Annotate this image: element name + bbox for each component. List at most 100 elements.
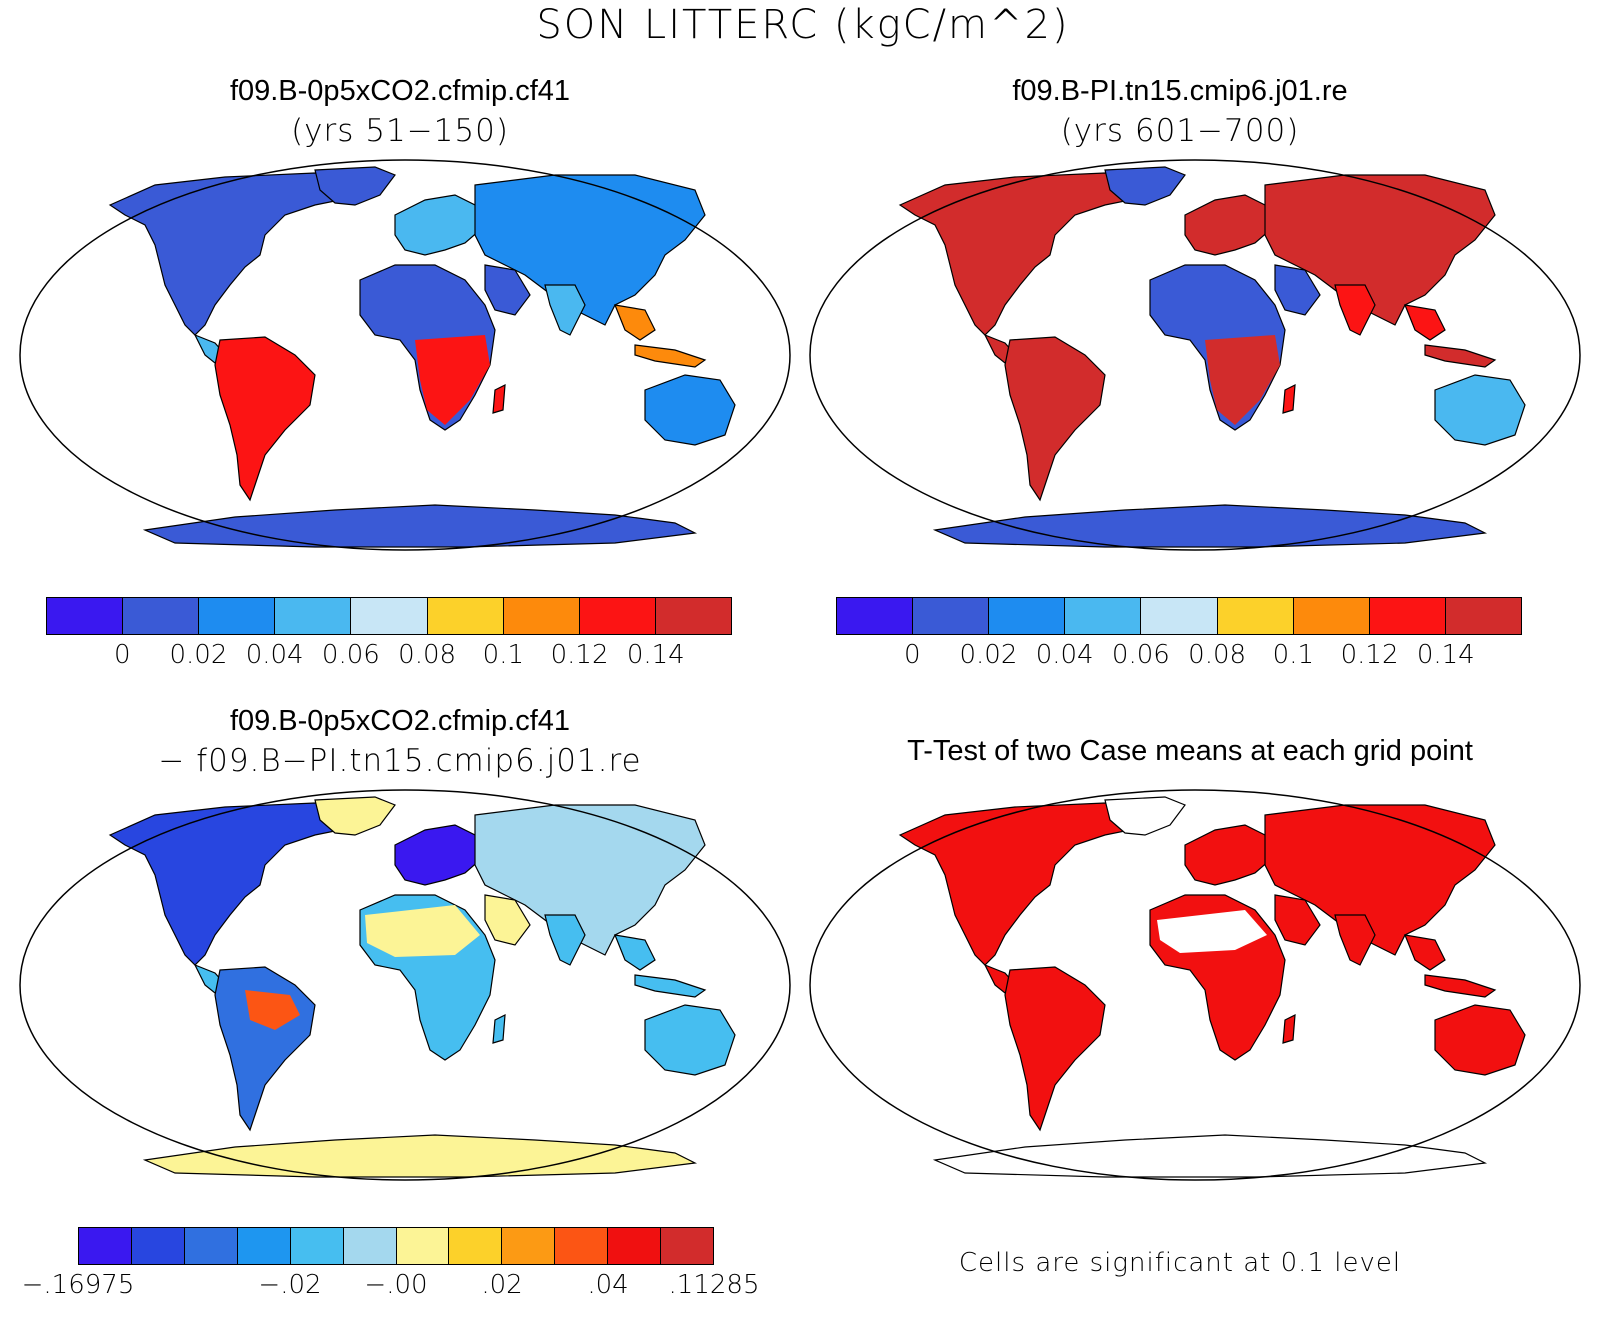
colorbar-swatch [184, 1228, 238, 1264]
figure-title: SON LITTERC (kgC/m^2) [536, 2, 1070, 48]
land-southern-africa-shade [1205, 335, 1280, 425]
colorbar-top-right-labels: 0 0.02 0.04 0.06 0.08 0.1 0.12 0.14 [836, 636, 1522, 672]
colorbar-swatch [79, 1228, 132, 1264]
colorbar-tick-label: 0.02 [959, 640, 1018, 670]
land-arabia [1274, 894, 1321, 946]
land-europe [1184, 824, 1276, 886]
colorbar-swatch [427, 598, 504, 634]
ttest-footnote: Cells are significant at 0.1 level [958, 1248, 1402, 1278]
colorbar-tick-label: 0.04 [245, 640, 304, 670]
land-india [544, 284, 586, 336]
colorbar-swatch [503, 598, 580, 634]
land-antarctica [932, 1134, 1488, 1178]
map-top-left-outline [19, 159, 791, 551]
map-bottom-right-land [898, 796, 1526, 1178]
land-europe [394, 194, 486, 256]
map-bottom-left-land [108, 796, 736, 1178]
colorbar-tick-label: 0.02 [169, 640, 228, 670]
land-antarctica [142, 1134, 698, 1178]
panel-top-right-title: f09.B-PI.tn15.cmip6.j01.re [1012, 75, 1348, 107]
panel-bottom-left-subtitle: − f09.B−PI.tn15.cmip6.j01.re [158, 743, 642, 779]
land-europe [1184, 194, 1276, 256]
land-europe [394, 824, 486, 886]
colorbar-tick-label: −.16975 [21, 1270, 135, 1300]
map-top-right-land [898, 166, 1526, 548]
map-top-left [19, 159, 791, 551]
colorbar-swatch [237, 1228, 291, 1264]
colorbar-swatch [199, 598, 276, 634]
colorbar-swatch [913, 598, 990, 634]
colorbar-tick-label: −.02 [258, 1270, 322, 1300]
land-antarctica [142, 504, 698, 548]
map-top-left-land [108, 166, 736, 548]
colorbar-swatch [555, 1228, 609, 1264]
colorbar-swatch [1217, 598, 1294, 634]
colorbar-swatch [608, 1228, 662, 1264]
land-antarctica [932, 504, 1488, 548]
colorbar-tick-label: 0.06 [321, 640, 380, 670]
colorbar-tick-label: 0.08 [398, 640, 457, 670]
map-top-right [809, 159, 1581, 551]
land-indonesia [1424, 974, 1497, 998]
land-seAsia [614, 934, 656, 971]
map-bottom-left-outline [19, 789, 791, 1181]
land-arabia [484, 894, 531, 946]
land-sahara-shade [365, 905, 480, 957]
land-southAmerica [214, 336, 316, 502]
panel-bottom-right-title: T-Test of two Case means at each grid po… [907, 735, 1473, 767]
colorbar-tick-label: 0 [113, 640, 131, 670]
colorbar-swatch [579, 598, 656, 634]
colorbar-swatch [1369, 598, 1446, 634]
land-greenland [1104, 796, 1186, 836]
land-madagascar [492, 383, 506, 414]
land-australia [1434, 1004, 1526, 1076]
colorbar-swatch [343, 1228, 397, 1264]
colorbar-swatch [989, 598, 1066, 634]
colorbar-tick-label: 0.12 [550, 640, 609, 670]
colorbar-bottom-left-labels: −.16975 −.02 −.00 .02 .04 .11285 [22, 1266, 760, 1302]
land-southAmerica [214, 966, 316, 1132]
land-seAsia [614, 304, 656, 341]
land-australia [1434, 374, 1526, 446]
colorbar-tick-label: 0.1 [482, 640, 525, 670]
colorbar-tick-label: .02 [481, 1270, 523, 1300]
land-amazon-shade [245, 990, 300, 1030]
colorbar-tick-label: −.00 [364, 1270, 428, 1300]
colorbar-swatch [351, 598, 428, 634]
panel-bottom-left-title: f09.B-0p5xCO2.cfmip.cf41 [229, 705, 571, 737]
colorbar-swatch [275, 598, 352, 634]
land-indonesia [634, 344, 707, 368]
colorbar-swatch [1065, 598, 1142, 634]
map-top-right-outline [809, 159, 1581, 551]
colorbar-top-left-labels: 0 0.02 0.04 0.06 0.08 0.1 0.12 0.14 [46, 636, 732, 672]
colorbar-swatch [1445, 598, 1521, 634]
land-india [1334, 914, 1376, 966]
colorbar-swatch [1293, 598, 1370, 634]
colorbar-tick-label: 0 [903, 640, 921, 670]
colorbar-swatch [502, 1228, 556, 1264]
colorbar-tick-label: .04 [587, 1270, 629, 1300]
land-india [544, 914, 586, 966]
colorbar-swatch [131, 1228, 185, 1264]
land-greenland [1104, 166, 1186, 206]
colorbar-swatch [1141, 598, 1218, 634]
land-australia [644, 1004, 736, 1076]
panel-top-left-title: f09.B-0p5xCO2.cfmip.cf41 [229, 75, 571, 107]
colorbar-tick-label: 0.1 [1272, 640, 1315, 670]
land-indonesia [634, 974, 707, 998]
colorbar-tick-label: 0.14 [626, 640, 685, 670]
land-arabia [1274, 264, 1321, 316]
land-insignificant-sahara [1157, 910, 1267, 953]
colorbar-swatch [449, 1228, 503, 1264]
land-greenland [314, 166, 396, 206]
colorbar-top-right [836, 597, 1522, 635]
colorbar-tick-label: 0.08 [1188, 640, 1247, 670]
colorbar-swatch [661, 1228, 714, 1264]
colorbar-swatch [837, 598, 914, 634]
land-arabia [484, 264, 531, 316]
land-madagascar [1282, 1013, 1296, 1044]
colorbar-tick-label: 0.14 [1416, 640, 1475, 670]
colorbar-tick-label: 0.06 [1111, 640, 1170, 670]
land-madagascar [1282, 383, 1296, 414]
land-southern-africa-shade [415, 335, 490, 425]
